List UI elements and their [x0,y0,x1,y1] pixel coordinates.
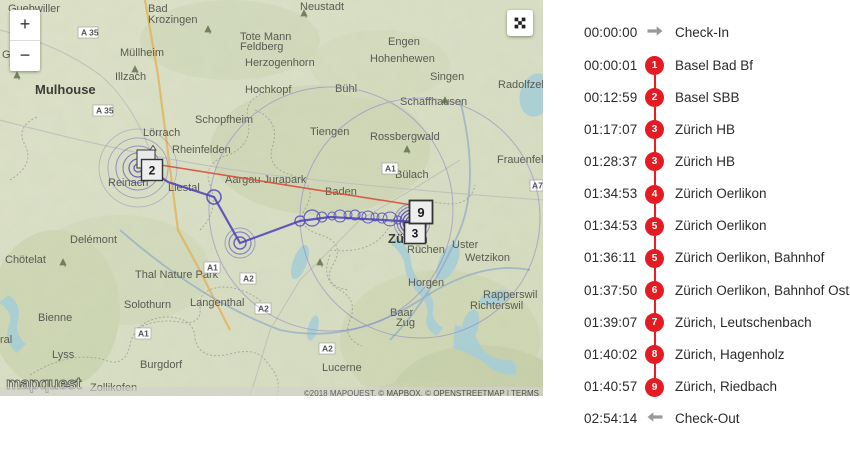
svg-text:Uster: Uster [452,239,479,251]
svg-text:Neustadt: Neustadt [300,1,344,13]
svg-text:3: 3 [412,227,419,241]
svg-text:Solothurn: Solothurn [124,299,171,311]
svg-text:Feldberg: Feldberg [240,41,283,53]
svg-text:A1: A1 [207,263,218,273]
svg-text:Schopfheim: Schopfheim [195,114,253,126]
svg-text:A1: A1 [138,329,149,339]
svg-text:Aargau Jurapark: Aargau Jurapark [225,174,307,186]
svg-text:Lyss: Lyss [52,349,75,361]
svg-text:Tiengen: Tiengen [310,126,349,138]
svg-text:Delémont: Delémont [70,234,117,246]
svg-text:Krozingen: Krozingen [148,14,198,26]
svg-text:Wetzikon: Wetzikon [465,252,510,264]
svg-text:Radolfzell: Radolfzell [498,79,543,91]
svg-text:Frauenfeld: Frauenfeld [497,154,543,166]
svg-text:Lucerne: Lucerne [322,362,362,374]
svg-text:Mulhouse: Mulhouse [35,82,96,97]
svg-text:A7: A7 [532,181,543,191]
svg-text:Hochkopf: Hochkopf [245,84,292,96]
svg-text:Herzogenhorn: Herzogenhorn [245,57,315,69]
svg-text:Müllheim: Müllheim [120,47,164,59]
svg-text:ral: ral [0,334,12,346]
svg-text:Singen: Singen [430,71,464,83]
svg-text:A 35: A 35 [81,28,99,38]
svg-text:Engen: Engen [388,36,420,48]
svg-text:Chötelat: Chötelat [5,254,46,266]
svg-text:Bienne: Bienne [38,312,72,324]
svg-text:Langenthal: Langenthal [190,297,244,309]
svg-text:Hohenhewen: Hohenhewen [370,53,435,65]
svg-text:Illzach: Illzach [115,71,146,83]
svg-text:Burgdorf: Burgdorf [140,359,183,371]
svg-text:A1: A1 [385,164,396,174]
svg-text:A2: A2 [322,344,333,354]
svg-text:Bülach: Bülach [395,169,429,181]
svg-text:2: 2 [149,164,156,178]
svg-text:A 35: A 35 [96,106,114,116]
svg-text:A2: A2 [243,274,254,284]
svg-text:Schaffhausen: Schaffhausen [400,96,467,108]
svg-text:Zug: Zug [396,317,415,329]
svg-text:9: 9 [417,205,424,220]
svg-text:Horgen: Horgen [408,277,444,289]
